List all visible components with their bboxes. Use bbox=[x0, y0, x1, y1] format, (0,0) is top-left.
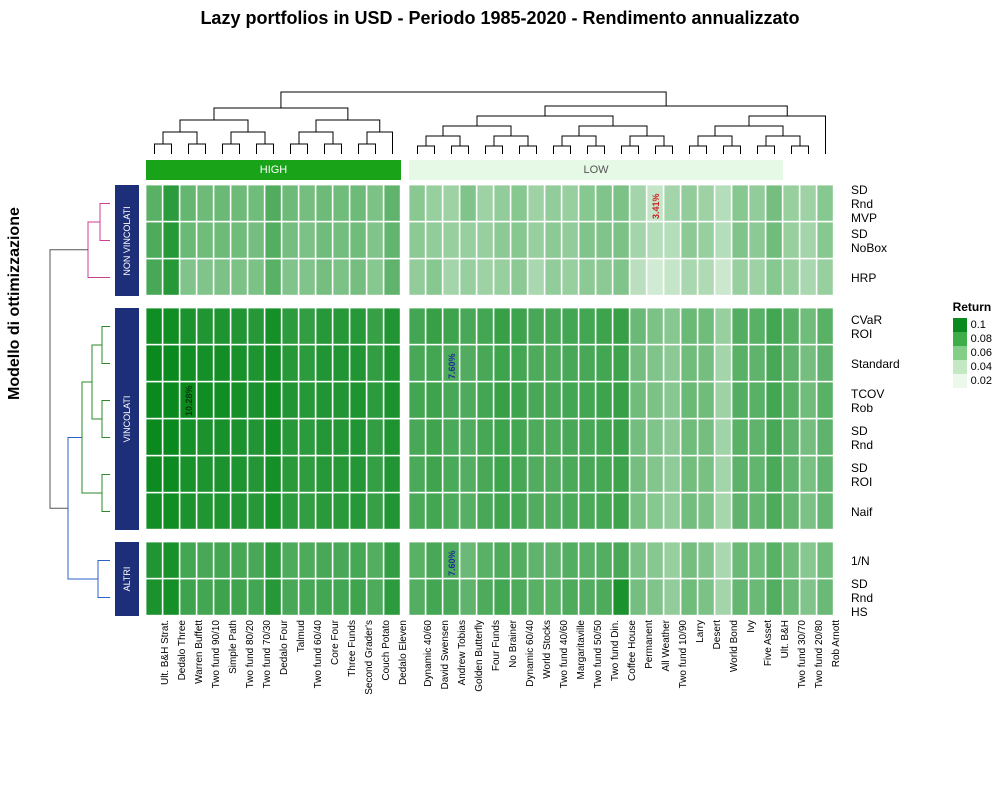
legend-item: 0.1 bbox=[953, 318, 992, 332]
row-label: Naif bbox=[845, 493, 872, 530]
column-label: Desert bbox=[712, 620, 723, 740]
column-label: Five Asset bbox=[763, 620, 774, 740]
column-label: Two fund 20/80 bbox=[814, 620, 825, 740]
column-label: Dedalo Four bbox=[279, 620, 290, 740]
row-label: SD NoBox bbox=[845, 222, 887, 259]
column-label: Simple Path bbox=[228, 620, 239, 740]
legend-item: 0.04 bbox=[953, 360, 992, 374]
row-label: Standard bbox=[845, 345, 900, 382]
row-label: CVaR ROI bbox=[845, 308, 882, 345]
column-group-bar: HIGH LOW bbox=[146, 160, 783, 180]
column-label: Two fund 80/20 bbox=[245, 620, 256, 740]
column-label: Two fund 50/50 bbox=[593, 620, 604, 740]
column-label: Dedalo Eleven bbox=[398, 620, 409, 740]
column-label: Two fund 70/30 bbox=[262, 620, 273, 740]
row-label: 1/N bbox=[845, 542, 870, 579]
column-label: Ult. B&H Strat. bbox=[160, 620, 171, 740]
column-label: World Stocks bbox=[542, 620, 553, 740]
column-label: Ult. B&H bbox=[780, 620, 791, 740]
row-label: HRP bbox=[845, 259, 876, 296]
column-label: Permanent bbox=[644, 620, 655, 740]
column-label: Andrew Tobias bbox=[457, 620, 468, 740]
column-label: No Brainer bbox=[508, 620, 519, 740]
column-label: Four Funds bbox=[491, 620, 502, 740]
column-label: Rob Arnott bbox=[831, 620, 842, 740]
y-axis-label: Modello di ottimizzazione bbox=[6, 207, 24, 400]
column-label: David Swensen bbox=[440, 620, 451, 740]
legend-item: 0.02 bbox=[953, 374, 992, 388]
column-label: Couch Potato bbox=[381, 620, 392, 740]
column-label: Three Funds bbox=[347, 620, 358, 740]
column-label: Dynamic 40/60 bbox=[423, 620, 434, 740]
column-label: Dedalo Three bbox=[177, 620, 188, 740]
chart-title: Lazy portfolios in USD - Periodo 1985-20… bbox=[0, 8, 1000, 29]
column-label: Dynamic 60/40 bbox=[525, 620, 536, 740]
row-dendrogram bbox=[30, 185, 112, 616]
legend: Return 0.10.080.060.040.02 bbox=[953, 300, 992, 388]
row-label: SD Rnd MVP bbox=[845, 185, 877, 222]
column-group: LOW bbox=[409, 160, 783, 180]
column-label: Margaritaville bbox=[576, 620, 587, 740]
column-label: World Bond bbox=[729, 620, 740, 740]
heatmap bbox=[146, 185, 834, 616]
row-label: SD Rnd bbox=[845, 419, 873, 456]
column-label: Coffee House bbox=[627, 620, 638, 740]
column-dendrogram bbox=[146, 36, 834, 156]
row-group: VINCOLATI bbox=[115, 308, 139, 530]
column-label: Golden Butterfly bbox=[474, 620, 485, 740]
legend-item: 0.08 bbox=[953, 332, 992, 346]
column-label: Two fund 60/40 bbox=[313, 620, 324, 740]
column-label: Talmud bbox=[296, 620, 307, 740]
column-label: Two fund Din. bbox=[610, 620, 621, 740]
legend-item: 0.06 bbox=[953, 346, 992, 360]
column-label: All Weather bbox=[661, 620, 672, 740]
row-label: SD ROI bbox=[845, 456, 872, 493]
row-label: TCOV Rob bbox=[845, 382, 884, 419]
legend-title: Return bbox=[953, 300, 992, 314]
column-label: Second Grader's bbox=[364, 620, 375, 740]
column-label: Warren Buffett bbox=[194, 620, 205, 740]
column-label: Core Four bbox=[330, 620, 341, 740]
column-label: Two fund 40/60 bbox=[559, 620, 570, 740]
row-group: NON VINCOLATI bbox=[115, 185, 139, 296]
column-label: Two fund 30/70 bbox=[797, 620, 808, 740]
column-label: Larry bbox=[695, 620, 706, 740]
column-label: Two fund 10/90 bbox=[678, 620, 689, 740]
column-label: Two fund 90/10 bbox=[211, 620, 222, 740]
column-group: HIGH bbox=[146, 160, 401, 180]
row-label: SD Rnd HS bbox=[845, 579, 873, 616]
column-label: Ivy bbox=[746, 620, 757, 740]
row-group: ALTRI bbox=[115, 542, 139, 616]
